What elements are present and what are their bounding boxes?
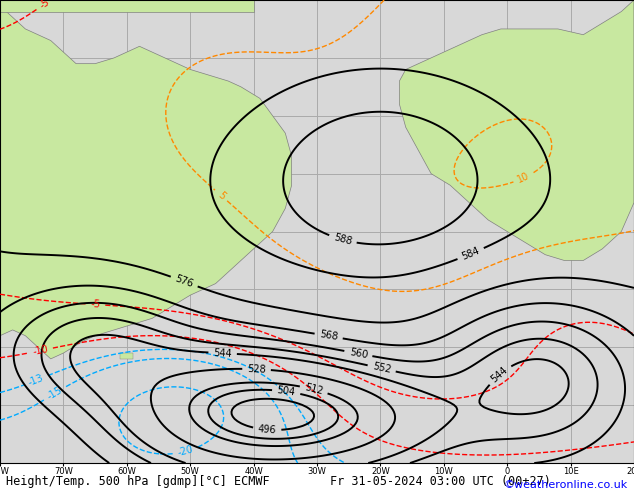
- Text: 528: 528: [247, 364, 266, 374]
- Text: ©weatheronline.co.uk: ©weatheronline.co.uk: [503, 480, 628, 490]
- Text: 496: 496: [257, 424, 276, 435]
- Text: -5: -5: [37, 0, 51, 11]
- Polygon shape: [0, 0, 292, 359]
- Polygon shape: [399, 0, 634, 261]
- Text: -20: -20: [176, 444, 194, 458]
- Text: 588: 588: [332, 232, 353, 247]
- Text: 544: 544: [489, 365, 510, 385]
- Text: 10: 10: [516, 171, 531, 185]
- Text: 552: 552: [372, 362, 392, 375]
- Text: Fr 31-05-2024 03:00 UTC (00+27): Fr 31-05-2024 03:00 UTC (00+27): [330, 474, 550, 488]
- Text: -5: -5: [90, 299, 101, 310]
- Text: 568: 568: [319, 330, 339, 343]
- Text: 512: 512: [304, 382, 324, 396]
- Text: 576: 576: [174, 273, 195, 290]
- Text: 5: 5: [216, 190, 227, 201]
- Text: 560: 560: [348, 347, 368, 360]
- Text: Height/Temp. 500 hPa [gdmp][°C] ECMWF: Height/Temp. 500 hPa [gdmp][°C] ECMWF: [6, 474, 270, 488]
- Text: -13: -13: [27, 373, 45, 388]
- Polygon shape: [120, 353, 133, 359]
- Text: 544: 544: [213, 348, 232, 359]
- Text: 584: 584: [460, 245, 481, 262]
- Text: 504: 504: [276, 385, 296, 398]
- Text: -10: -10: [32, 344, 49, 357]
- Text: -15: -15: [46, 385, 64, 402]
- Polygon shape: [0, 0, 254, 12]
